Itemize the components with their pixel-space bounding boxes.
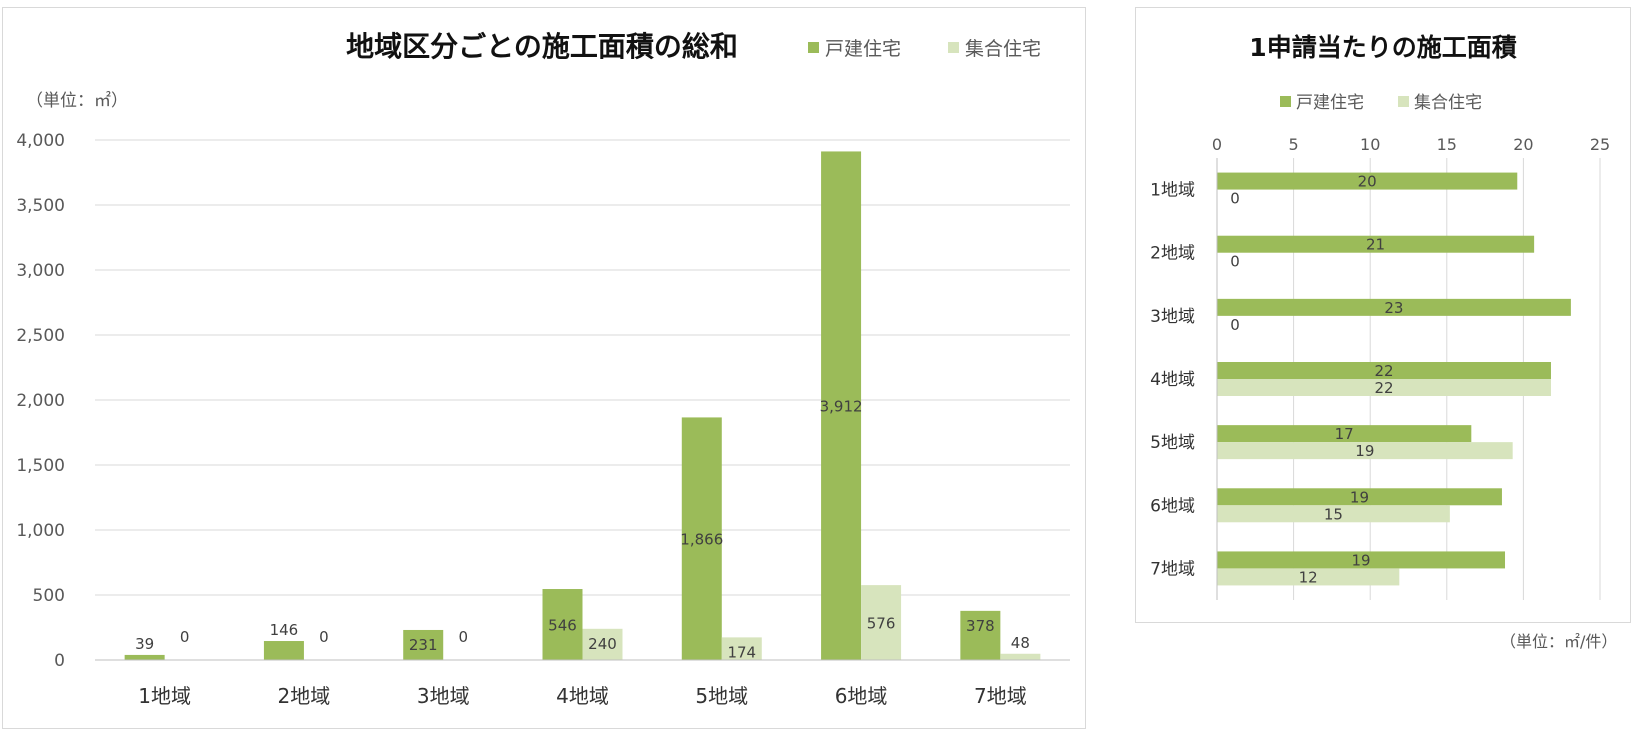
y-tick-label: 4,000 [16,131,65,151]
data-label: 0 [319,628,329,646]
legend-swatch [948,42,959,53]
data-label: 174 [727,643,756,661]
bar [1217,172,1518,190]
bar [1217,551,1506,569]
data-label: 231 [409,636,438,654]
bar [1217,442,1513,460]
data-label: 19 [1355,442,1374,460]
bar [124,654,165,660]
legend-label: 集合住宅 [965,38,1041,60]
bar [582,628,623,660]
x-category-label: 6地域 [835,684,888,708]
legend-label: 戸建住宅 [1296,93,1364,113]
data-label: 576 [867,615,896,633]
x-tick-label: 20 [1513,135,1533,154]
y-tick-label: 1,000 [16,521,65,541]
bar [960,610,1001,660]
x-tick-label: 5 [1289,135,1299,154]
bar [1217,379,1551,396]
bar [681,417,722,660]
bar [403,629,444,660]
data-label: 12 [1299,568,1318,586]
bar [542,589,583,660]
data-label: 19 [1350,488,1369,506]
data-label: 15 [1324,505,1343,523]
bar [263,641,304,660]
x-tick-label: 15 [1437,135,1457,154]
data-label: 17 [1335,425,1354,443]
data-label: 240 [588,635,617,653]
bar [1217,488,1502,506]
legend-label: 集合住宅 [1414,93,1482,113]
y-tick-label: 0 [54,651,65,671]
legend-swatch [1398,96,1409,107]
data-label: 48 [1011,634,1030,652]
data-label: 20 [1358,173,1377,191]
y-category-label: 5地域 [1150,433,1195,453]
bar [1217,362,1551,379]
legend-swatch [808,42,819,53]
data-label: 0 [1230,190,1240,208]
y-tick-label: 3,000 [16,261,65,281]
legend-swatch [1280,96,1291,107]
data-label: 546 [548,617,577,635]
y-category-label: 7地域 [1150,559,1195,579]
data-label: 22 [1374,362,1393,380]
x-category-label: 3地域 [417,684,470,708]
y-category-label: 3地域 [1150,307,1195,327]
x-tick-label: 25 [1590,135,1610,154]
bar [721,637,762,660]
data-label: 39 [135,635,154,653]
data-label: 0 [180,628,190,646]
y-tick-label: 1,500 [16,456,65,476]
data-label: 3,912 [820,398,863,416]
x-category-label: 7地域 [974,684,1027,708]
x-category-label: 2地域 [278,684,331,708]
data-label: 146 [270,621,299,639]
bar [821,151,862,660]
y-tick-label: 2,500 [16,326,65,346]
data-label: 19 [1351,551,1370,569]
bar [1217,298,1571,316]
data-label: 23 [1384,299,1403,317]
y-category-label: 1地域 [1150,181,1195,201]
y-tick-label: 500 [33,586,65,606]
x-category-label: 5地域 [695,684,748,708]
chart-title: 地域区分ごとの施工面積の総和 [346,30,738,63]
y-category-label: 2地域 [1150,244,1195,264]
bar [1217,235,1535,253]
bar [861,585,902,660]
y-tick-label: 3,500 [16,196,65,216]
x-tick-label: 0 [1212,135,1222,154]
bar [1217,505,1450,523]
right-chart-unit-label: （単位：㎡/件） [1500,632,1618,651]
bar [1217,568,1400,586]
bar [1000,653,1041,660]
data-label: 0 [458,628,468,646]
legend-label: 戸建住宅 [825,38,901,60]
bar [1217,425,1472,443]
data-label: 0 [1230,253,1240,271]
data-label: 378 [966,617,995,635]
y-unit-label: （単位：㎡） [26,91,128,111]
y-tick-label: 2,000 [16,391,65,411]
x-category-label: 1地域 [138,684,191,708]
chart-title: 1申請当たりの施工面積 [1249,33,1516,62]
y-category-label: 4地域 [1150,370,1195,390]
y-category-label: 6地域 [1150,496,1195,516]
data-label: 22 [1374,379,1393,397]
data-label: 0 [1230,316,1240,334]
x-tick-label: 10 [1360,135,1380,154]
data-label: 1,866 [680,531,723,549]
data-label: 21 [1366,236,1385,254]
x-category-label: 4地域 [556,684,609,708]
